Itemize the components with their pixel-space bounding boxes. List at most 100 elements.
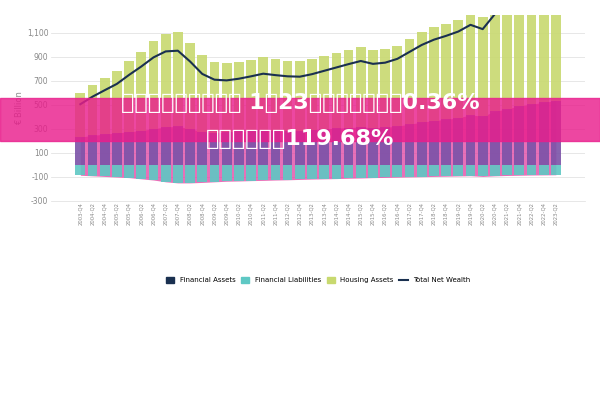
Bar bbox=[234, 132, 244, 165]
Bar bbox=[319, 129, 329, 165]
Bar bbox=[478, 16, 488, 116]
Bar bbox=[222, 63, 232, 132]
Bar bbox=[356, 165, 365, 178]
Bar bbox=[539, 165, 548, 175]
Bar bbox=[466, 165, 475, 176]
Bar bbox=[539, 102, 548, 165]
Bar bbox=[136, 165, 146, 179]
Bar bbox=[124, 61, 134, 132]
Bar bbox=[344, 128, 353, 165]
Bar bbox=[234, 62, 244, 132]
Bar bbox=[319, 56, 329, 129]
Bar bbox=[307, 59, 317, 130]
Bar bbox=[380, 127, 390, 165]
Bar bbox=[392, 46, 402, 126]
Bar bbox=[392, 126, 402, 165]
Bar bbox=[478, 165, 488, 176]
Bar bbox=[368, 165, 378, 178]
Bar bbox=[404, 124, 415, 165]
Bar bbox=[246, 60, 256, 130]
Bar bbox=[209, 165, 220, 182]
Bar bbox=[246, 165, 256, 181]
Bar bbox=[197, 132, 207, 165]
Bar bbox=[429, 165, 439, 176]
Bar bbox=[295, 61, 305, 131]
Bar bbox=[490, 2, 500, 112]
Bar bbox=[149, 129, 158, 165]
Bar bbox=[271, 165, 280, 180]
Bar bbox=[332, 165, 341, 178]
Bar bbox=[404, 39, 415, 124]
Bar bbox=[76, 165, 85, 175]
Bar bbox=[454, 118, 463, 165]
Bar bbox=[502, 109, 512, 165]
Bar bbox=[368, 128, 378, 165]
Bar bbox=[441, 120, 451, 165]
Bar bbox=[356, 127, 365, 165]
Bar bbox=[417, 165, 427, 177]
Legend: Financial Assets, Financial Liabilities, Housing Assets, Total Net Wealth: Financial Assets, Financial Liabilities,… bbox=[163, 275, 473, 286]
Bar bbox=[259, 57, 268, 130]
Bar bbox=[197, 55, 207, 132]
Bar bbox=[209, 62, 220, 133]
Bar bbox=[307, 165, 317, 179]
Bar bbox=[551, 101, 561, 165]
Text: 股票杠杆软件有哪些 1月23日晶科转债上涨0.36%: 股票杠杆软件有哪些 1月23日晶科转债上涨0.36% bbox=[121, 93, 479, 113]
Bar bbox=[332, 53, 341, 128]
Bar bbox=[136, 52, 146, 130]
Bar bbox=[441, 165, 451, 176]
Bar bbox=[271, 59, 280, 131]
Bar bbox=[271, 131, 280, 165]
Bar bbox=[100, 165, 110, 176]
Bar bbox=[234, 165, 244, 181]
Bar bbox=[173, 32, 183, 126]
Bar bbox=[454, 165, 463, 176]
Bar bbox=[136, 130, 146, 165]
Bar bbox=[124, 132, 134, 165]
Bar bbox=[429, 27, 439, 121]
Bar bbox=[539, 0, 548, 102]
Bar bbox=[466, 115, 475, 165]
Bar bbox=[222, 165, 232, 181]
Text: ，转股溢价率119.68%: ，转股溢价率119.68% bbox=[206, 129, 394, 149]
Bar bbox=[88, 135, 97, 165]
Bar bbox=[490, 112, 500, 165]
Bar bbox=[380, 165, 390, 177]
Bar bbox=[185, 165, 195, 183]
Bar bbox=[404, 165, 415, 177]
Bar bbox=[185, 129, 195, 165]
Bar bbox=[502, 0, 512, 109]
Bar bbox=[149, 41, 158, 129]
Bar bbox=[173, 126, 183, 165]
Bar bbox=[283, 60, 292, 132]
Bar bbox=[502, 165, 512, 176]
Bar bbox=[209, 133, 220, 165]
Bar bbox=[429, 121, 439, 165]
Bar bbox=[259, 130, 268, 165]
Bar bbox=[332, 128, 341, 165]
Y-axis label: € Billion: € Billion bbox=[15, 91, 24, 125]
Bar bbox=[100, 134, 110, 165]
Bar bbox=[527, 0, 536, 104]
Bar bbox=[246, 130, 256, 165]
Bar bbox=[466, 13, 475, 115]
Bar bbox=[368, 50, 378, 128]
Bar bbox=[283, 165, 292, 180]
Bar bbox=[283, 132, 292, 165]
Bar bbox=[173, 165, 183, 183]
Bar bbox=[527, 165, 536, 175]
Bar bbox=[307, 130, 317, 165]
Bar bbox=[514, 165, 524, 175]
Bar bbox=[319, 165, 329, 179]
Bar bbox=[527, 104, 536, 165]
Bar bbox=[161, 127, 170, 165]
Bar bbox=[417, 32, 427, 122]
Bar bbox=[295, 131, 305, 165]
Bar bbox=[490, 165, 500, 176]
Bar bbox=[88, 85, 97, 135]
Bar bbox=[161, 165, 170, 182]
Bar bbox=[551, 165, 561, 175]
Bar bbox=[112, 71, 122, 133]
Bar bbox=[392, 165, 402, 177]
Bar bbox=[514, 0, 524, 106]
